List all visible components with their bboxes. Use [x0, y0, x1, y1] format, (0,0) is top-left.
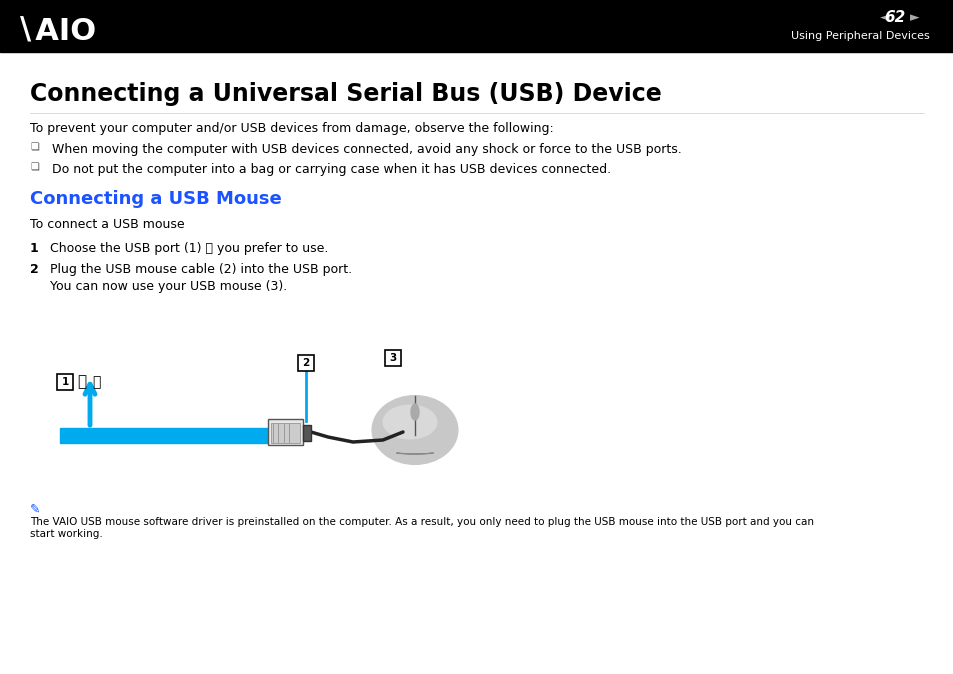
Text: ✎: ✎	[30, 503, 40, 516]
Text: ␥: ␥	[91, 375, 100, 389]
Bar	[268, 419, 303, 445]
Bar	[0, 0, 953, 52]
Text: To connect a USB mouse: To connect a USB mouse	[30, 218, 185, 231]
Ellipse shape	[372, 396, 457, 464]
Text: To prevent your computer and/or USB devices from damage, observe the following:: To prevent your computer and/or USB devi…	[30, 122, 553, 135]
Text: 1: 1	[30, 242, 39, 255]
Text: When moving the computer with USB devices connected, avoid any shock or force to: When moving the computer with USB device…	[52, 143, 681, 156]
Bar	[385, 350, 400, 366]
Text: Choose the USB port (1) ␥ you prefer to use.: Choose the USB port (1) ␥ you prefer to …	[50, 242, 328, 255]
Text: Plug the USB mouse cable (2) into the USB port.: Plug the USB mouse cable (2) into the US…	[50, 263, 352, 276]
Text: start working.: start working.	[30, 529, 103, 539]
Text: 62: 62	[883, 11, 904, 26]
Text: Connecting a Universal Serial Bus (USB) Device: Connecting a Universal Serial Bus (USB) …	[30, 82, 661, 106]
Text: Using Peripheral Devices: Using Peripheral Devices	[790, 31, 929, 41]
Ellipse shape	[411, 404, 418, 420]
Text: ◄: ◄	[879, 11, 889, 24]
Bar	[271, 423, 299, 443]
Text: Do not put the computer into a bag or carrying case when it has USB devices conn: Do not put the computer into a bag or ca…	[52, 163, 611, 176]
Bar	[57, 374, 73, 390]
Text: Connecting a USB Mouse: Connecting a USB Mouse	[30, 190, 281, 208]
Text: ❏: ❏	[30, 143, 39, 153]
Bar	[297, 355, 314, 371]
Text: The VAIO USB mouse software driver is preinstalled on the computer. As a result,: The VAIO USB mouse software driver is pr…	[30, 517, 813, 527]
Text: ►: ►	[909, 11, 919, 24]
Text: ⎖: ⎖	[77, 375, 87, 390]
Bar	[60, 428, 274, 443]
Text: 2: 2	[30, 263, 39, 276]
Text: You can now use your USB mouse (3).: You can now use your USB mouse (3).	[50, 280, 287, 293]
Bar	[303, 425, 311, 441]
Text: 1: 1	[61, 377, 69, 387]
Text: ❏: ❏	[30, 163, 39, 173]
Text: 2: 2	[302, 358, 310, 368]
Text: ∖AIO: ∖AIO	[15, 18, 97, 47]
Ellipse shape	[382, 404, 437, 439]
Text: 3: 3	[389, 353, 396, 363]
